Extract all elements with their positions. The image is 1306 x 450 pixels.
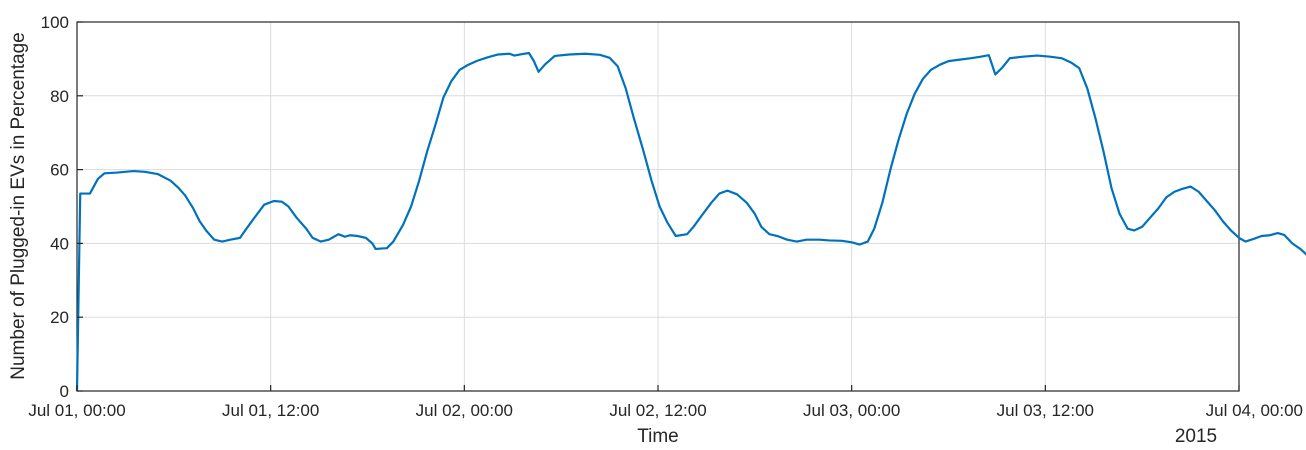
y-tick-label: 80 (50, 87, 69, 106)
y-tick-label: 20 (50, 308, 69, 327)
x-tick-label: Jul 01, 12:00 (222, 401, 319, 420)
x-tick-label: Jul 02, 00:00 (416, 401, 513, 420)
x-tick-label: Jul 01, 00:00 (28, 401, 125, 420)
y-axis-ticks: 0 20 40 60 80 100 (41, 13, 83, 401)
y-tick-label: 0 (60, 382, 69, 401)
x-axis-label: Time (637, 426, 679, 447)
series-layer (75, 51, 1306, 392)
year-label: 2015 (1175, 426, 1217, 447)
x-tick-label: Jul 03, 00:00 (803, 401, 900, 420)
y-tick-label: 100 (41, 13, 69, 32)
y-tick-label: 40 (50, 234, 69, 253)
x-tick-label: Jul 03, 12:00 (997, 401, 1094, 420)
x-tick-label: Jul 02, 12:00 (609, 401, 706, 420)
grid (77, 22, 1239, 391)
series-line-plugged-in-evs (75, 51, 1306, 392)
x-tick-label: Jul 04, 00:00 (1206, 401, 1303, 420)
y-tick-label: 60 (50, 161, 69, 180)
y-axis-label: Number of Plugged-in EVs in Percentage (8, 32, 29, 379)
x-axis-ticks: Jul 01, 00:00 Jul 01, 12:00 Jul 02, 00:00 J… (28, 385, 1303, 420)
